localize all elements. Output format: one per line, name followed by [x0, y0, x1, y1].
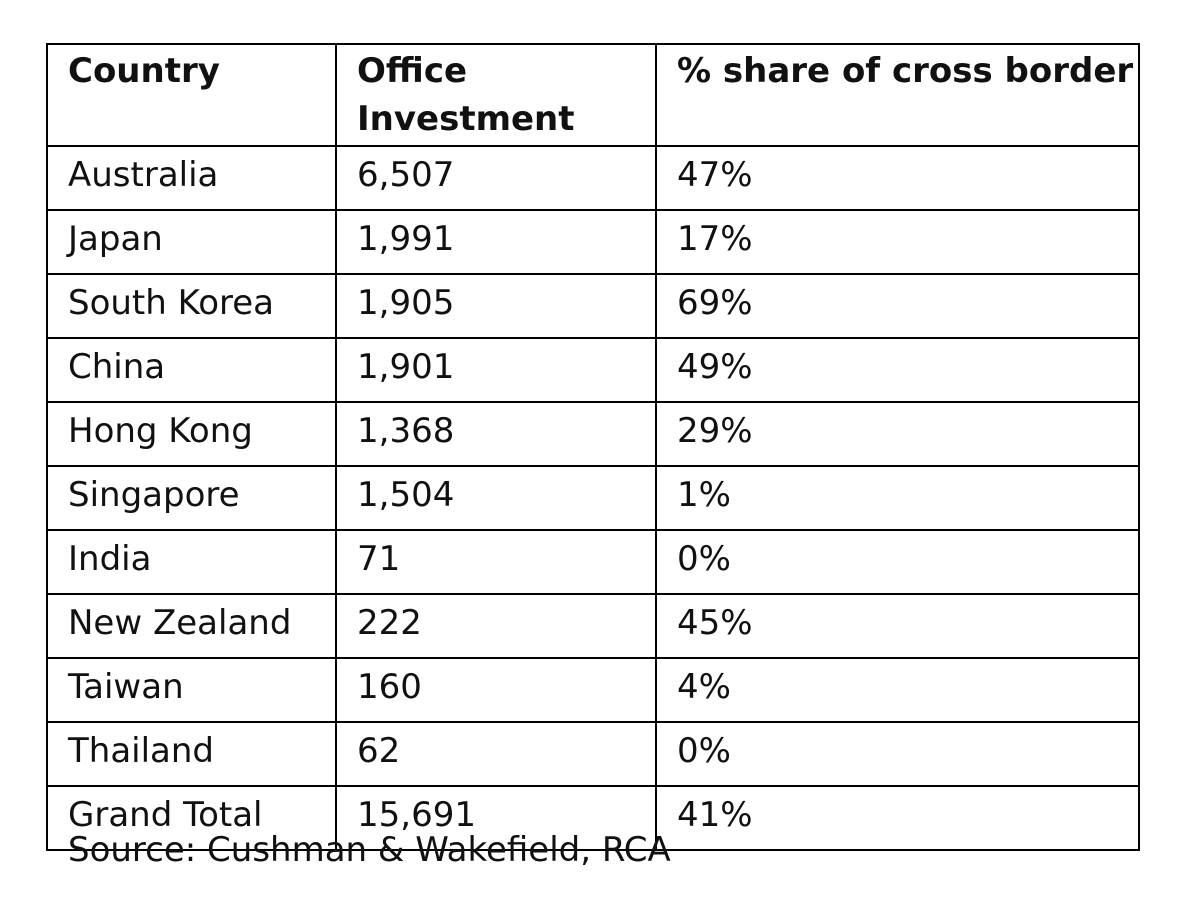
cell-cross-border-share: 69%: [655, 273, 1140, 339]
cell-country: New Zealand: [46, 593, 337, 659]
cell-country: Singapore: [46, 465, 337, 531]
cell-cross-border-share: 0%: [655, 721, 1140, 787]
table-row: Singapore 1,504 1%: [46, 465, 1140, 531]
table-row-grand-total: Grand Total 15,691 41%: [46, 785, 1140, 851]
table-row: South Korea 1,905 69%: [46, 273, 1140, 339]
cell-cross-border-share: 17%: [655, 209, 1140, 275]
table-row: Australia 6,507 47%: [46, 145, 1140, 211]
header-cross-border-share: % share of cross border: [655, 43, 1140, 147]
header-office-investment: Office Investment: [335, 43, 657, 147]
header-country: Country: [46, 43, 337, 147]
cell-country: India: [46, 529, 337, 595]
cell-office-investment: 1,504: [335, 465, 657, 531]
investment-table-container: Country Office Investment % share of cro…: [46, 43, 1140, 851]
table-row: New Zealand 222 45%: [46, 593, 1140, 659]
cell-office-investment: 1,901: [335, 337, 657, 403]
cell-cross-border-share: 4%: [655, 657, 1140, 723]
cell-country: Japan: [46, 209, 337, 275]
cell-cross-border-share: 49%: [655, 337, 1140, 403]
cell-cross-border-share: 47%: [655, 145, 1140, 211]
table-row: India 71 0%: [46, 529, 1140, 595]
cell-country: Grand Total: [46, 785, 337, 851]
cell-cross-border-share: 45%: [655, 593, 1140, 659]
cell-cross-border-share: 1%: [655, 465, 1140, 531]
cell-cross-border-share: 29%: [655, 401, 1140, 467]
table-row: China 1,901 49%: [46, 337, 1140, 403]
cell-office-investment: 222: [335, 593, 657, 659]
office-investment-table: Country Office Investment % share of cro…: [46, 43, 1140, 851]
cell-country: Thailand: [46, 721, 337, 787]
cell-country: Taiwan: [46, 657, 337, 723]
table-row: Japan 1,991 17%: [46, 209, 1140, 275]
cell-cross-border-share: 41%: [655, 785, 1140, 851]
cell-office-investment: 1,905: [335, 273, 657, 339]
cell-cross-border-share: 0%: [655, 529, 1140, 595]
cell-office-investment: 62: [335, 721, 657, 787]
cell-office-investment: 15,691: [335, 785, 657, 851]
cell-office-investment: 71: [335, 529, 657, 595]
table-row: Thailand 62 0%: [46, 721, 1140, 787]
cell-country: Australia: [46, 145, 337, 211]
cell-office-investment: 1,368: [335, 401, 657, 467]
cell-office-investment: 1,991: [335, 209, 657, 275]
table-row: Hong Kong 1,368 29%: [46, 401, 1140, 467]
source-note: Source: Cushman & Wakefield, RCA: [68, 830, 671, 870]
cell-country: South Korea: [46, 273, 337, 339]
cell-office-investment: 160: [335, 657, 657, 723]
cell-office-investment: 6,507: [335, 145, 657, 211]
table-row: Taiwan 160 4%: [46, 657, 1140, 723]
table-header-row: Country Office Investment % share of cro…: [46, 43, 1140, 147]
cell-country: Hong Kong: [46, 401, 337, 467]
cell-country: China: [46, 337, 337, 403]
